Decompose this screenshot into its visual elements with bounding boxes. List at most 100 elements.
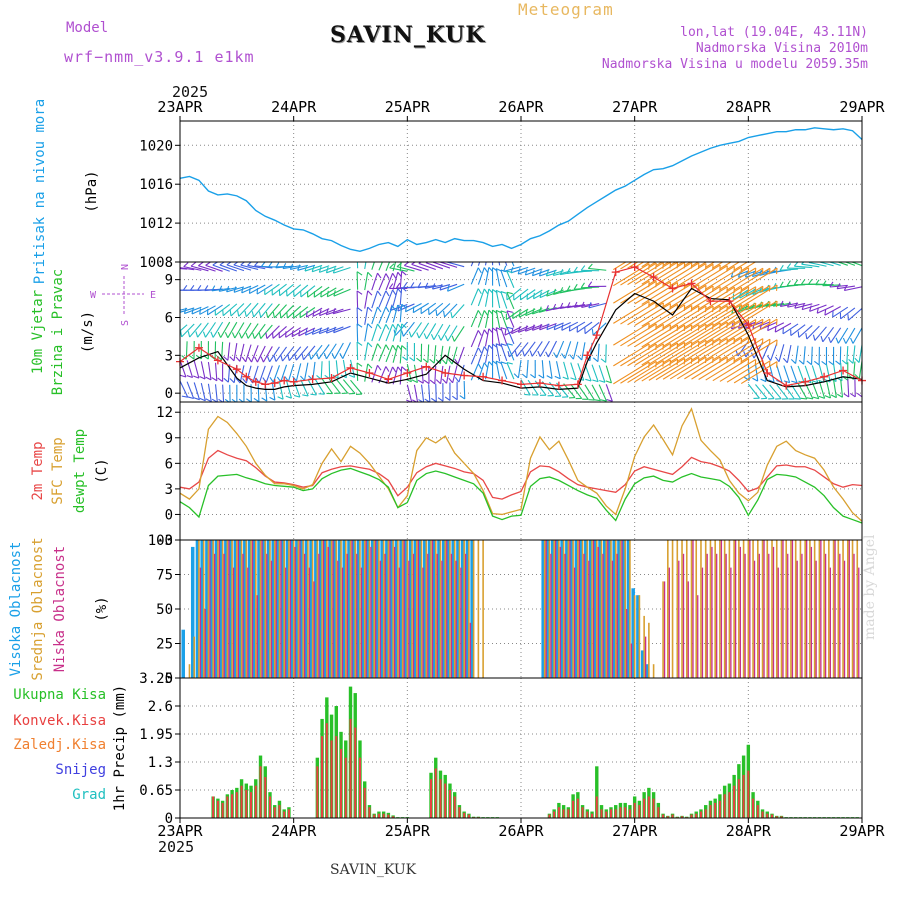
wind-barb: [790, 324, 806, 337]
wind-barb-flag: [301, 353, 305, 360]
wind-barb-flag: [854, 374, 860, 380]
wind-barb: [698, 265, 735, 289]
bar-cloud_high: [621, 540, 626, 678]
wind-barb-flag: [280, 355, 284, 362]
bar-cloud_low: [204, 609, 206, 678]
wind-barb-flag: [800, 279, 806, 285]
y-axis-label: Niska Oblacnost: [52, 546, 68, 672]
wind-barb-flag: [429, 358, 435, 364]
wind-barb-flag: [275, 262, 280, 269]
wind-barb: [275, 346, 288, 362]
wind-barb: [740, 361, 778, 385]
wind-barb: [648, 262, 685, 285]
wind-barb: [275, 265, 294, 269]
bar-cloud_mid: [269, 540, 271, 678]
bar-cloud_low: [744, 553, 746, 678]
bar-cloud_low: [332, 540, 334, 678]
bar-cloud_high: [617, 540, 621, 678]
wind-barb-flag: [311, 328, 315, 335]
wind-barb-flag: [418, 399, 424, 402]
x-tick-label-top: 28APR: [726, 98, 772, 116]
bar-cloud_high: [565, 540, 569, 678]
wind-barb: [733, 285, 771, 309]
wind-barb-flag: [506, 362, 513, 365]
y-tick-label: 6: [165, 456, 173, 472]
wind-barb-flag: [779, 281, 784, 288]
wind-barb-flag: [211, 377, 218, 382]
bar-precip_conv: [699, 811, 702, 818]
wind-barb: [581, 342, 586, 361]
bar-cloud_mid: [397, 540, 399, 678]
wind-barb-flag: [300, 375, 305, 381]
wind-barb: [233, 264, 252, 271]
bar-cloud_mid: [562, 540, 565, 678]
gust-marker: [280, 376, 289, 385]
wind-barb: [719, 319, 757, 342]
bar-cloud_mid: [643, 615, 645, 678]
wind-barb: [342, 342, 351, 359]
wind-barb: [830, 327, 842, 344]
wind-barb: [577, 363, 585, 381]
wind-barb-flag: [389, 304, 393, 311]
wind-barb-flag: [211, 285, 216, 292]
bar-cloud_mid: [283, 540, 285, 678]
wind-barb-flag: [304, 329, 308, 336]
bar-cloud_low: [559, 546, 562, 678]
wind-barb: [214, 362, 218, 381]
bar-precip_conv: [430, 779, 433, 818]
wind-barb: [662, 340, 700, 364]
y-tick-label: 25: [156, 637, 173, 653]
wind-barb: [399, 304, 403, 323]
panel-frame: [179, 120, 863, 263]
wind-barb-flag: [525, 309, 528, 316]
wind-barb: [200, 383, 206, 401]
wind-barb: [828, 262, 841, 266]
wind-barb-flag: [800, 397, 807, 400]
wind-barb-flag: [187, 396, 194, 400]
wind-barb-flag: [808, 279, 813, 285]
wind-barb-flag: [522, 350, 525, 357]
wind-barb: [378, 324, 387, 342]
wind-barb: [523, 341, 536, 357]
pressure-panel: 1008 1012 1016 1020 Pritisak na nivou mora (h…: [32, 98, 886, 284]
wind-barb-flag: [224, 398, 230, 402]
bar-cloud_low: [806, 540, 808, 678]
wind-barb: [378, 344, 387, 362]
wind-barb-flag: [285, 395, 292, 399]
bar-cloud_mid: [259, 540, 262, 678]
wind-barb: [597, 343, 600, 362]
wind-barb: [220, 321, 231, 338]
bar-cloud_low: [701, 567, 704, 678]
bar-precip_conv: [221, 802, 224, 818]
bar-precip_conv: [718, 800, 721, 818]
wind-barb-flag: [325, 327, 329, 334]
wind-barb: [234, 322, 245, 339]
bar-cloud_low: [365, 540, 367, 678]
bar-cloud_high: [418, 540, 422, 678]
wind-barb-flag: [845, 256, 850, 259]
wind-barb: [588, 267, 607, 271]
gust-marker: [820, 372, 829, 381]
bar-cloud_high: [612, 540, 616, 678]
bar-cloud_high: [318, 540, 323, 678]
wind-barb-flag: [388, 283, 394, 289]
wind-barb: [719, 286, 757, 310]
bar-cloud_mid: [714, 540, 716, 678]
wind-barb-flag: [820, 335, 824, 342]
bar-cloud_low: [602, 553, 604, 678]
bar-cloud_high: [427, 540, 432, 678]
bar-cloud_mid: [363, 540, 366, 678]
wind-barb: [470, 267, 479, 285]
wind-barb: [533, 289, 550, 300]
wind-barb-flag: [205, 376, 212, 381]
bar-precip_conv: [439, 779, 442, 818]
wind-barb: [183, 266, 202, 271]
gust-marker: [763, 368, 772, 377]
wind-barb: [705, 262, 716, 268]
wind-barb-flag: [767, 324, 770, 331]
wind-barb-flag: [356, 271, 363, 276]
bar-precip_conv: [780, 816, 783, 818]
wind-barb: [256, 345, 266, 363]
wind-barb-flag: [448, 377, 454, 384]
